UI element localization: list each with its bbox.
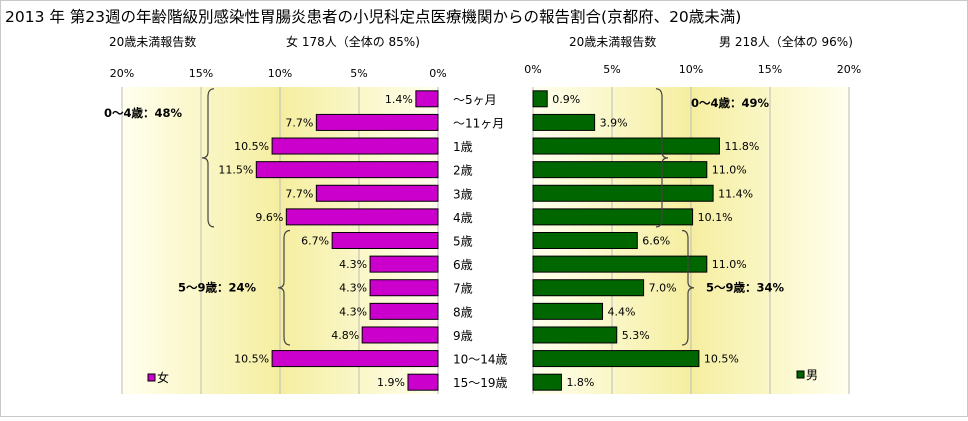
male-bar [532,137,720,155]
female-bar [369,302,439,320]
male-bar-label: 0.9% [552,93,580,106]
category-label: 15～19歳 [453,376,508,390]
right-tick-label: 5% [603,63,620,76]
category-label: 1歳 [453,140,473,154]
left-bracket-label: 0～4歳：48% [104,106,183,120]
male-bar-label: 3.9% [600,116,628,129]
male-legend-label: 男 [806,368,818,382]
female-bar-label: 1.4% [385,93,413,106]
male-bar [532,279,645,297]
male-bar [532,302,604,320]
right-header-male: 男 218人（全体の 96%) [719,34,853,49]
category-label: 5歳 [453,235,473,249]
female-bar-label: 4.8% [331,329,359,342]
female-bar [407,373,439,391]
female-bar [369,255,439,273]
male-bar [532,90,548,108]
right-bracket-label: 0～4歳：49% [691,96,770,110]
left-tick-label: 0% [429,67,446,80]
left-tick-label: 15% [189,67,213,80]
male-bar [532,350,700,368]
chart-title: 2013 年 第23週の年齢階級別感染性胃腸炎患者の小児科定点医療機関からの報告… [5,8,741,26]
category-label: 2歳 [453,164,473,178]
left-header-female: 女 178人（全体の 85%) [286,34,420,49]
female-bar [285,208,439,226]
category-label: 9歳 [453,329,473,343]
female-bar-label: 6.7% [301,235,329,248]
female-bar [369,279,439,297]
female-bar-label: 7.7% [285,187,313,200]
male-bar [532,255,708,273]
male-bar [532,373,562,391]
male-bar-label: 10.5% [704,353,739,366]
female-bar [415,90,439,108]
female-bar-label: 1.9% [377,376,405,389]
male-bar-label: 11.0% [712,258,747,271]
male-bar [532,113,596,131]
left-bracket-label: 5～9歳：24% [178,281,257,295]
male-bar-label: 1.8% [566,376,594,389]
male-bar-label: 11.8% [724,140,759,153]
right-bracket-0-4 [655,88,669,228]
female-bar-label: 10.5% [234,140,269,153]
female-bar [271,137,439,155]
female-bar-label: 7.7% [285,116,313,129]
female-legend-swatch [147,373,156,382]
female-bar [271,350,439,368]
female-bar [315,113,439,131]
right-bracket-label: 5～9歳：34% [706,281,785,295]
left-tick-label: 5% [350,67,367,80]
male-bar-label: 7.0% [649,282,677,295]
male-bar-label: 10.1% [698,211,733,224]
right-tick-label: 20% [837,63,861,76]
female-bar-label: 4.3% [339,305,367,318]
left-tick-label: 20% [110,67,134,80]
male-bar [532,326,618,344]
category-label: 6歳 [453,258,473,272]
female-bar [361,326,439,344]
category-label: 7歳 [453,282,473,296]
female-bar [331,232,439,249]
male-bar-label: 4.4% [608,305,636,318]
male-bar-label: 6.6% [642,235,670,248]
male-bar-label: 11.4% [718,187,753,200]
male-bar-label: 5.3% [622,329,650,342]
male-bar-label: 11.0% [712,164,747,177]
right-tick-label: 10% [679,63,703,76]
right-bracket-5-9 [681,229,695,346]
left-header-count: 20歳未満報告数 [109,34,196,49]
male-bar [532,208,694,226]
male-legend-swatch [796,370,805,379]
female-bar [315,184,439,202]
male-bar [532,161,708,179]
right-tick-label: 0% [524,63,541,76]
left-bracket-0-4 [201,88,215,228]
right-tick-label: 15% [758,63,782,76]
left-tick-label: 10% [268,67,292,80]
category-label: 3歳 [453,187,473,201]
category-label: 10～14歳 [453,353,508,367]
category-label: 8歳 [453,305,473,319]
female-bar-label: 9.6% [255,211,283,224]
female-legend-label: 女 [157,370,169,385]
male-bar [532,232,638,249]
male-bar [532,184,714,202]
right-header-count: 20歳未満報告数 [569,34,656,49]
female-bar-label: 4.3% [339,258,367,271]
category-label: ～5ヶ月 [453,93,497,107]
female-bar-label: 4.3% [339,282,367,295]
female-bar-label: 10.5% [234,353,269,366]
female-bar-label: 11.5% [218,164,253,177]
female-bar [255,161,439,179]
left-bracket-5-9 [277,229,291,346]
category-label: 4歳 [453,211,473,225]
category-label: ～11ヶ月 [453,116,504,130]
